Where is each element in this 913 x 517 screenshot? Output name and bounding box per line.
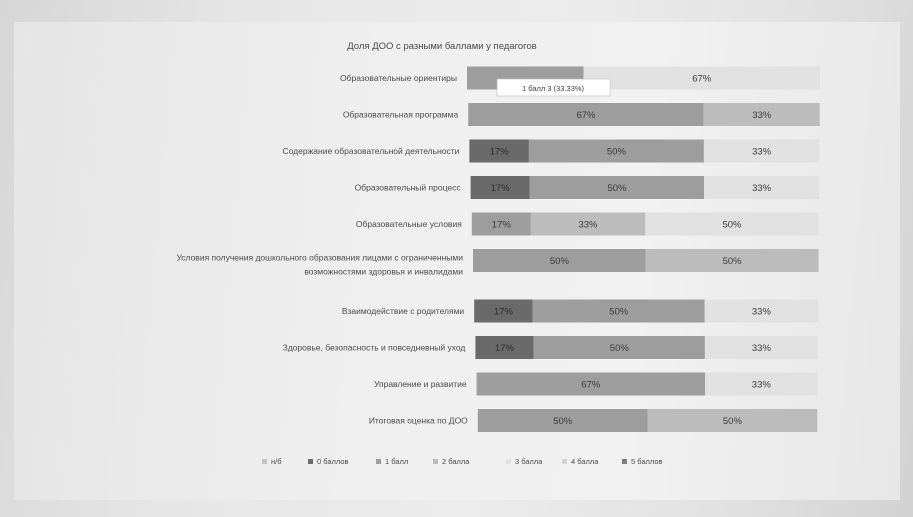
legend-label: 3 балла (515, 457, 543, 466)
bar-segment (529, 176, 705, 199)
category-label: Образовательная программа (343, 110, 459, 120)
legend-swatch (376, 459, 381, 464)
bar-segment (471, 212, 531, 236)
bar-segment (647, 409, 818, 432)
data-label: 33% (752, 183, 772, 194)
category-label: Условия получения дошкольного образовани… (176, 253, 463, 277)
category-label: Управление и развитие (374, 379, 467, 389)
data-label: 50% (550, 256, 570, 267)
data-label: 17% (495, 343, 515, 354)
bar-segment (645, 249, 819, 272)
value-labels: 17% 17% 17% 17% 67% 50% 50% 17% 50% 50% 50% 67% 50% 3… (490, 74, 772, 428)
tooltip-text: 1 балл 3 (33.33%) (522, 84, 585, 93)
bar-segment (474, 299, 533, 323)
category-label: Взаимодействие с родителями (342, 306, 465, 316)
data-label: 33% (752, 307, 772, 318)
category-label: Образовательный процесс (355, 183, 462, 193)
bar-segment (704, 299, 819, 323)
data-label: 50% (722, 220, 742, 231)
data-label: 50% (723, 416, 743, 427)
category-label: Образовательные ориентиры (340, 73, 457, 83)
legend-swatch (562, 459, 567, 464)
legend-swatch (262, 459, 267, 464)
bar-segment (532, 299, 705, 323)
legend-swatch (308, 459, 313, 464)
bar-segment (476, 372, 706, 396)
data-label: 33% (752, 343, 772, 354)
data-label: 67% (576, 110, 596, 121)
bar-segment (468, 103, 704, 126)
data-label: 50% (607, 147, 627, 158)
legend-label: 0 баллов (317, 457, 349, 466)
legend-label: н/б (271, 457, 282, 466)
tooltip-box (496, 78, 611, 97)
chart-title: Доля ДОО с разными баллами у педагогов (347, 41, 536, 52)
data-label: 17% (491, 183, 511, 194)
bars-group (467, 66, 820, 432)
bar-segment (703, 139, 820, 163)
category-label: Здоровье, безопасность и повседневный ух… (283, 343, 466, 353)
bar-segment (583, 66, 820, 90)
legend-label: 5 баллов (631, 457, 663, 466)
bar-segment (704, 336, 818, 359)
data-label: 67% (692, 74, 712, 85)
category-labels: Образовательные ориентиры Образовательная… (176, 73, 468, 426)
data-label: 33% (752, 380, 772, 391)
bar-segment (470, 176, 530, 199)
legend: н/б 0 баллов 1 балл 2 балла 3 балла 4 балла 5 … (262, 457, 663, 466)
bar-segment (477, 409, 648, 432)
category-label: Образовательные условия (356, 219, 462, 229)
data-label: 50% (610, 343, 630, 354)
data-label: 50% (553, 416, 573, 427)
category-label: Итоговая оценка по ДОО (369, 416, 468, 426)
bar-segment (530, 212, 646, 236)
data-label: 50% (723, 256, 743, 267)
data-label: 33% (578, 220, 598, 231)
legend-swatch (506, 459, 511, 464)
legend-swatch (622, 459, 627, 464)
legend-label: 4 балла (571, 457, 599, 466)
category-label: Содержание образовательной деятельности (283, 146, 460, 156)
data-label: 33% (752, 110, 772, 121)
bar-segment (533, 336, 705, 359)
data-label: 33% (752, 147, 772, 158)
tooltip: 1 балл 3 (33.33%) (496, 78, 611, 97)
bar-segment (705, 372, 818, 396)
legend-label: 2 балла (442, 457, 470, 466)
bar-segment (475, 336, 534, 359)
data-label: 17% (494, 307, 514, 318)
data-label: 67% (581, 380, 601, 391)
bar-segment (704, 176, 820, 199)
bar-segment (645, 212, 819, 236)
bar-segment (528, 139, 704, 163)
legend-swatch (433, 459, 438, 464)
data-label: 17% (490, 147, 510, 158)
data-label: 50% (607, 183, 627, 194)
legend-label: 1 балл (385, 457, 408, 466)
bar-segment (469, 139, 529, 163)
bar-segment (473, 249, 646, 272)
bar-segment (703, 103, 820, 126)
data-label: 50% (609, 307, 629, 318)
data-label: 17% (492, 220, 512, 231)
